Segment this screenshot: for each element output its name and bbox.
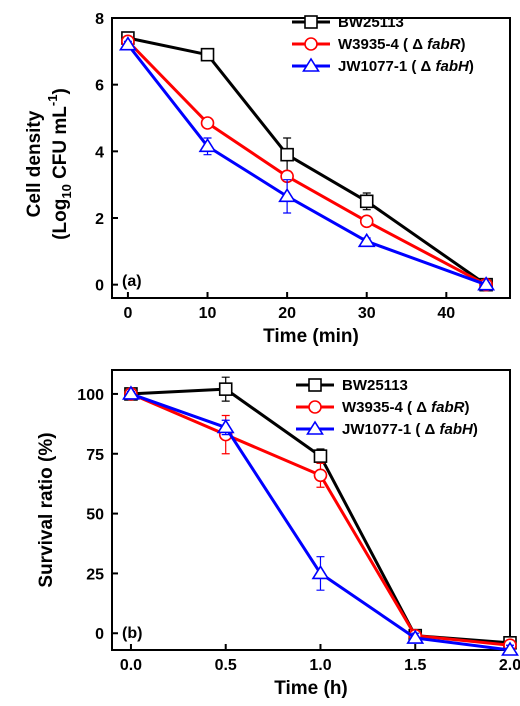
data-point — [218, 382, 233, 396]
y-tick-label: 2 — [95, 211, 104, 228]
data-point — [200, 47, 215, 62]
legend-label: JW1077-1 ( Δ fabH) — [338, 58, 474, 75]
legend-label: BW25113 — [338, 14, 404, 31]
panel-b-survival-ratio-chart: 0.0 0.5 1.0 1.5 2.0 0 25 50 75 100 BW25113 W3935-4 … — [36, 369, 520, 699]
y-tick-label: 50 — [86, 507, 104, 524]
y-tick-label: 4 — [95, 144, 104, 161]
y-tick-label: 0 — [95, 626, 104, 643]
y-axis-title: Survival ratio (%) — [36, 432, 57, 587]
data-point — [501, 641, 519, 656]
data-point — [359, 194, 374, 209]
data-point — [216, 418, 235, 434]
x-axis-title: Time (h) — [274, 678, 348, 699]
plot-frame — [111, 369, 511, 651]
series-jw1077-1 — [118, 36, 496, 291]
series-line — [127, 36, 487, 286]
legend-marker — [304, 15, 318, 29]
data-point — [198, 137, 217, 153]
x-tick-label: 10 — [199, 305, 217, 322]
y-tick-label: 6 — [95, 78, 104, 95]
x-tick-label: 0.5 — [215, 657, 237, 674]
x-tick-label: 0.0 — [120, 657, 142, 674]
legend-marker — [308, 378, 322, 392]
x-tick-label: 1.5 — [404, 657, 426, 674]
data-point — [278, 187, 297, 203]
data-point — [357, 232, 376, 248]
data-point — [122, 385, 140, 400]
y-tick-label: 25 — [86, 566, 104, 583]
y-tick-label: 8 — [95, 11, 104, 28]
data-point — [359, 214, 374, 229]
data-point — [313, 468, 328, 483]
panel-label: (a) — [122, 273, 142, 290]
legend-marker — [304, 37, 318, 51]
legend-label: W3935-4 ( Δ fabR) — [342, 399, 470, 416]
x-tick-label: 2.0 — [499, 657, 520, 674]
legend-label: BW25113 — [342, 377, 408, 394]
x-tick-label: 1.0 — [309, 657, 331, 674]
y-tick-label: 75 — [86, 447, 104, 464]
y-tick-label: 100 — [77, 387, 104, 404]
series-jw1077-1 — [122, 385, 519, 656]
x-tick-label: 30 — [358, 305, 376, 322]
legend-marker — [308, 400, 322, 414]
data-point — [118, 36, 137, 51]
y-tick-label: 0 — [95, 278, 104, 295]
legend: BW25113 W3935-4 ( Δ fabR) JW1077-1 ( Δ fab… — [296, 377, 478, 438]
data-point — [311, 564, 330, 580]
legend-label: JW1077-1 ( Δ fabH) — [342, 421, 478, 438]
legend: BW25113 W3935-4 ( Δ fabR) JW1077-1 ( Δ fab… — [292, 14, 474, 75]
legend-label: W3935-4 ( Δ fabR) — [338, 36, 466, 53]
legend-marker — [302, 57, 320, 72]
data-point — [313, 449, 328, 463]
legend-marker — [306, 420, 324, 435]
panel-label: (b) — [122, 625, 142, 642]
data-point — [406, 629, 425, 644]
data-point — [200, 116, 215, 130]
x-tick-label: 40 — [437, 305, 455, 322]
x-axis-title: Time (min) — [263, 326, 359, 347]
x-tick-label: 20 — [278, 305, 296, 322]
data-point — [477, 276, 496, 291]
y-axis-title: Cell density(Log10 CFU mL-1) — [24, 88, 74, 240]
x-tick-label: 0 — [123, 305, 132, 322]
data-point — [280, 147, 294, 162]
panel-a-cell-density-chart: 0 10 20 30 40 0 2 4 6 8 BW25113 W3935-4 ( Δ fabR) JW… — [24, 11, 511, 347]
